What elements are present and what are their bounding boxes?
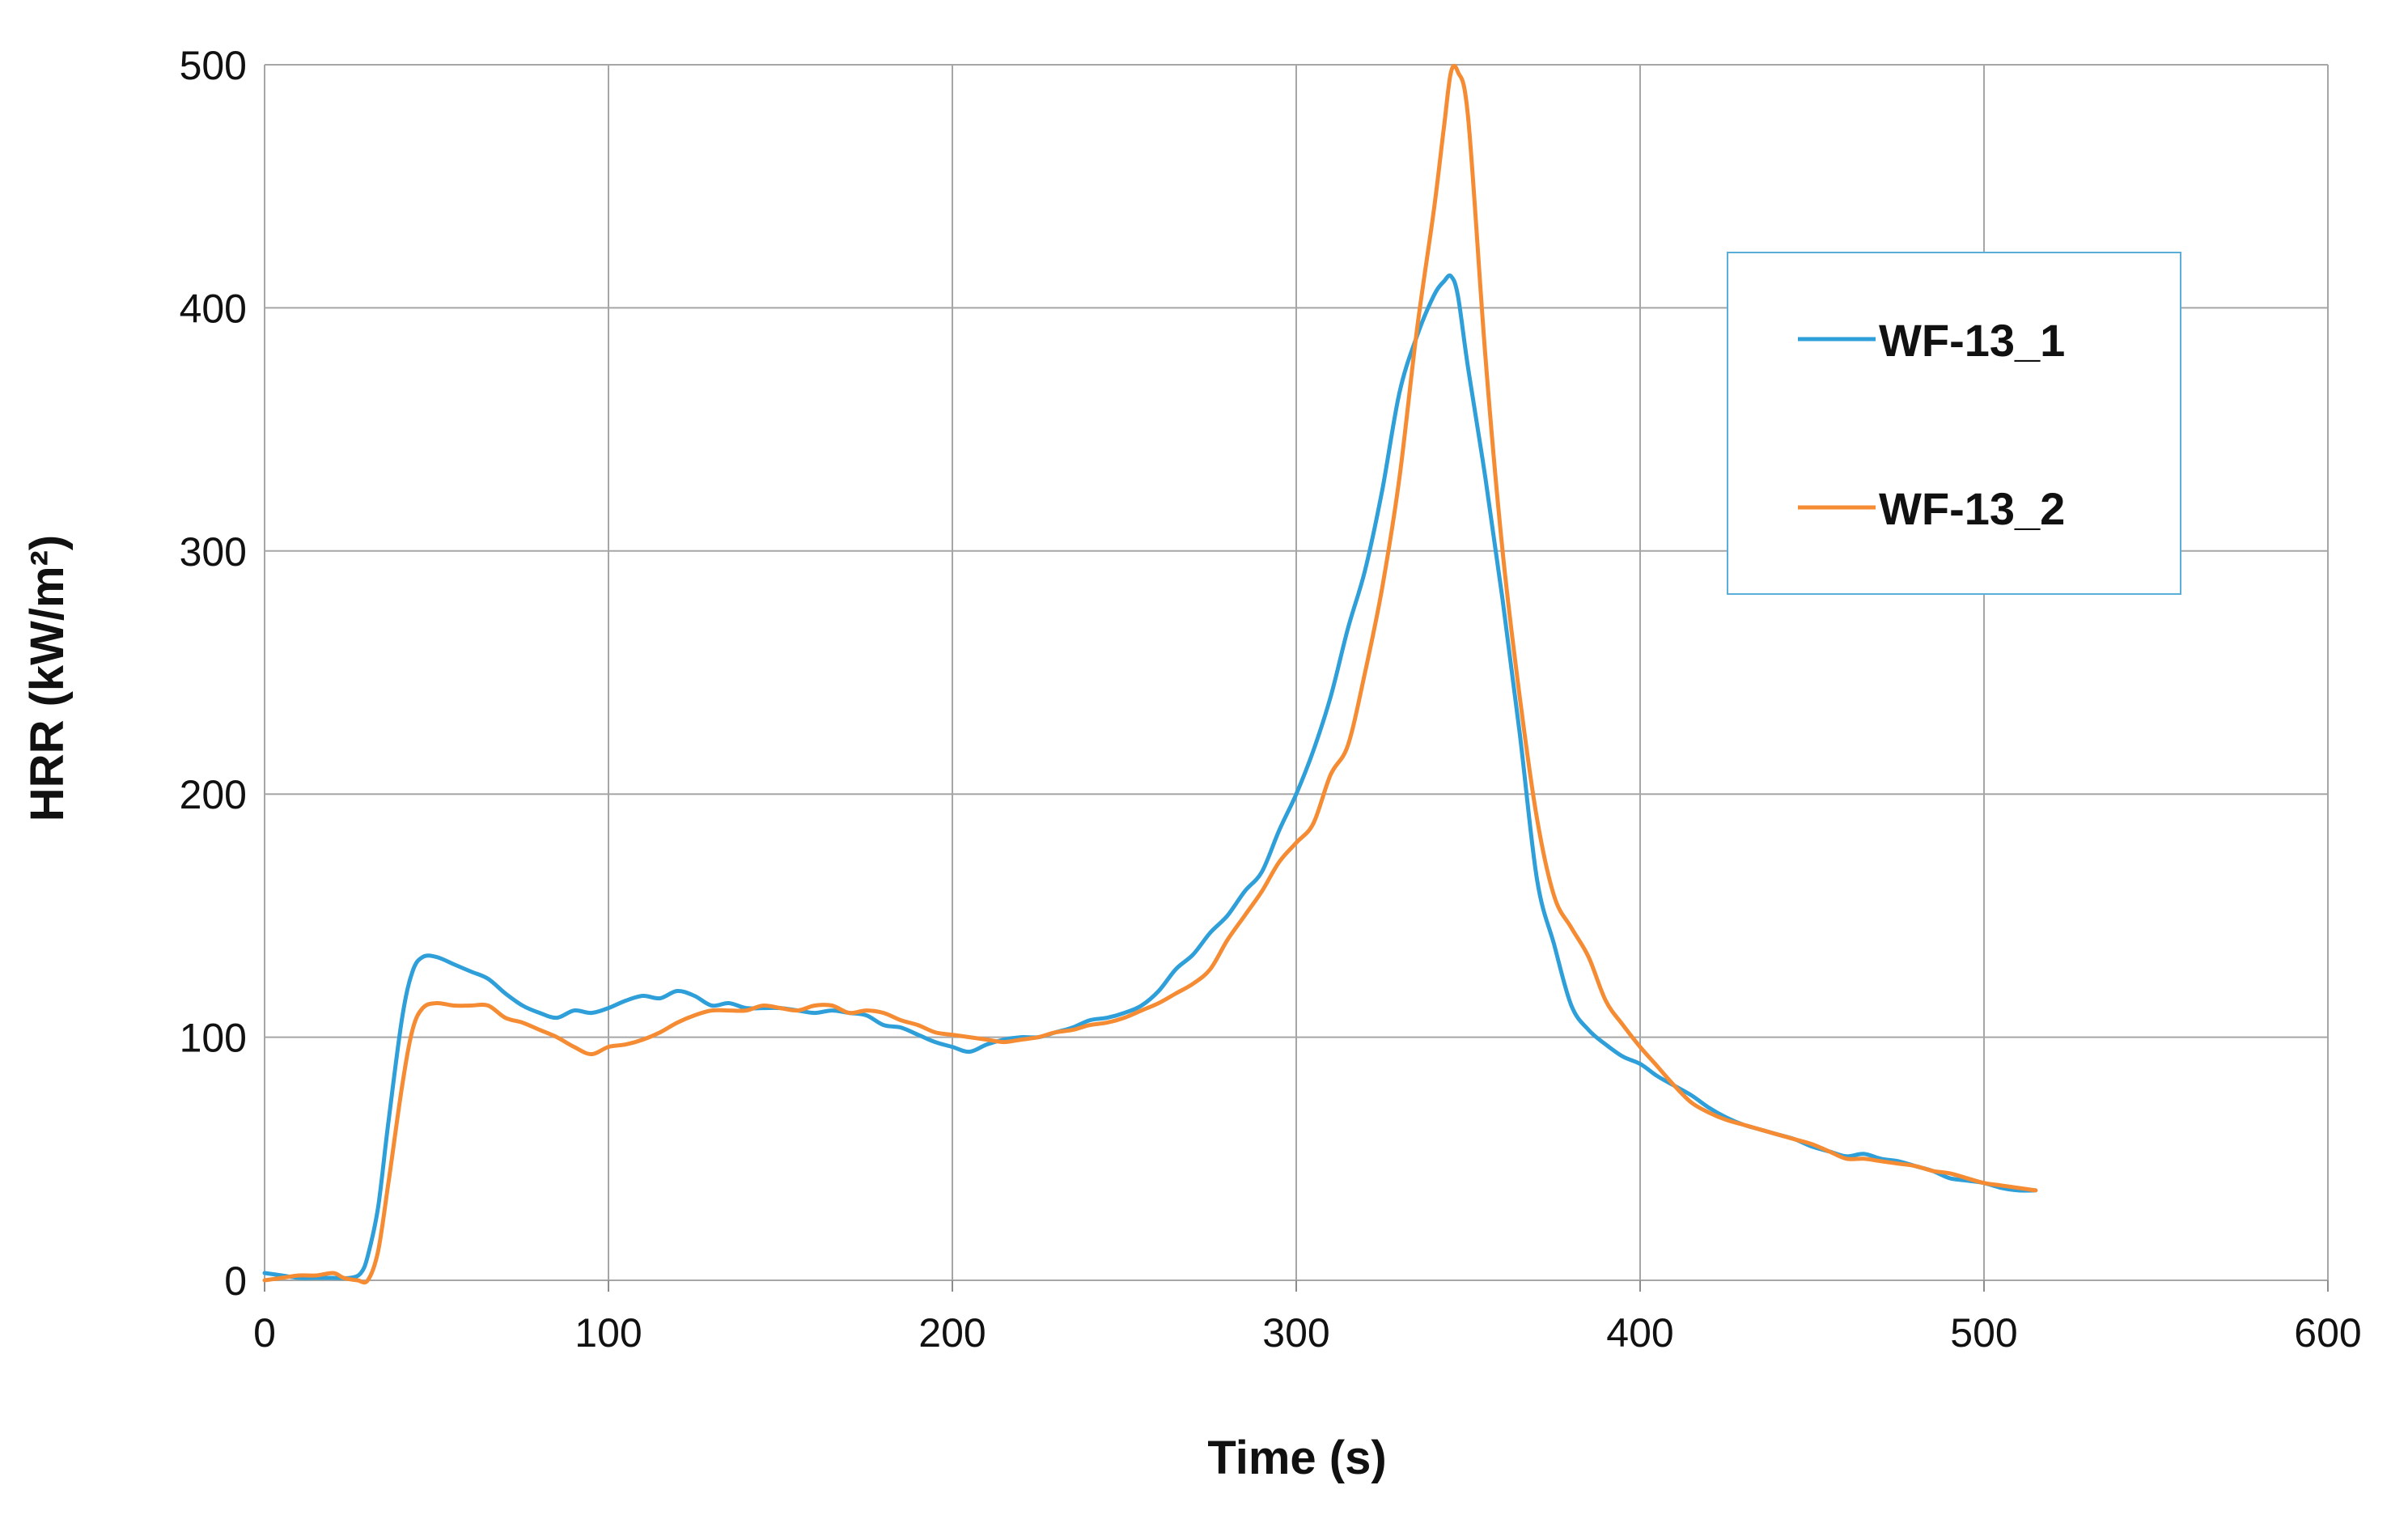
x-tick-label: 0	[253, 1310, 276, 1356]
legend: WF-13_1 WF-13_2	[1727, 252, 2181, 595]
x-tick-label: 500	[1950, 1310, 2017, 1356]
x-tick-label: 600	[2294, 1310, 2361, 1356]
y-tick-label: 0	[224, 1258, 247, 1304]
legend-label-wf-13-2: WF-13_2	[1879, 483, 2065, 534]
legend-label-wf-13-1: WF-13_1	[1879, 315, 2065, 366]
y-tick-label: 400	[180, 286, 247, 331]
y-axis-title: HRR (kW/m²)	[21, 535, 74, 821]
x-tick-label: 200	[918, 1310, 986, 1356]
y-tick-label: 200	[180, 772, 247, 817]
series-lines	[262, 63, 2038, 1285]
y-tick-labels: 0 100 200 300 400 500	[180, 43, 247, 1304]
x-tick-label: 400	[1606, 1310, 1673, 1356]
x-tick-labels: 0 100 200 300 400 500 600	[253, 1310, 2362, 1356]
grid-lines	[264, 64, 2329, 1292]
series-line-wf-13-2	[262, 63, 2038, 1285]
y-tick-label: 500	[180, 43, 247, 88]
series-line-wf-13-1	[262, 273, 2038, 1280]
x-axis-title: Time (s)	[1207, 1432, 1386, 1484]
y-tick-label: 300	[180, 529, 247, 575]
y-tick-label: 100	[180, 1016, 247, 1061]
legend-box	[1727, 252, 2181, 595]
x-tick-label: 300	[1262, 1310, 1329, 1356]
x-tick-label: 100	[574, 1310, 642, 1356]
